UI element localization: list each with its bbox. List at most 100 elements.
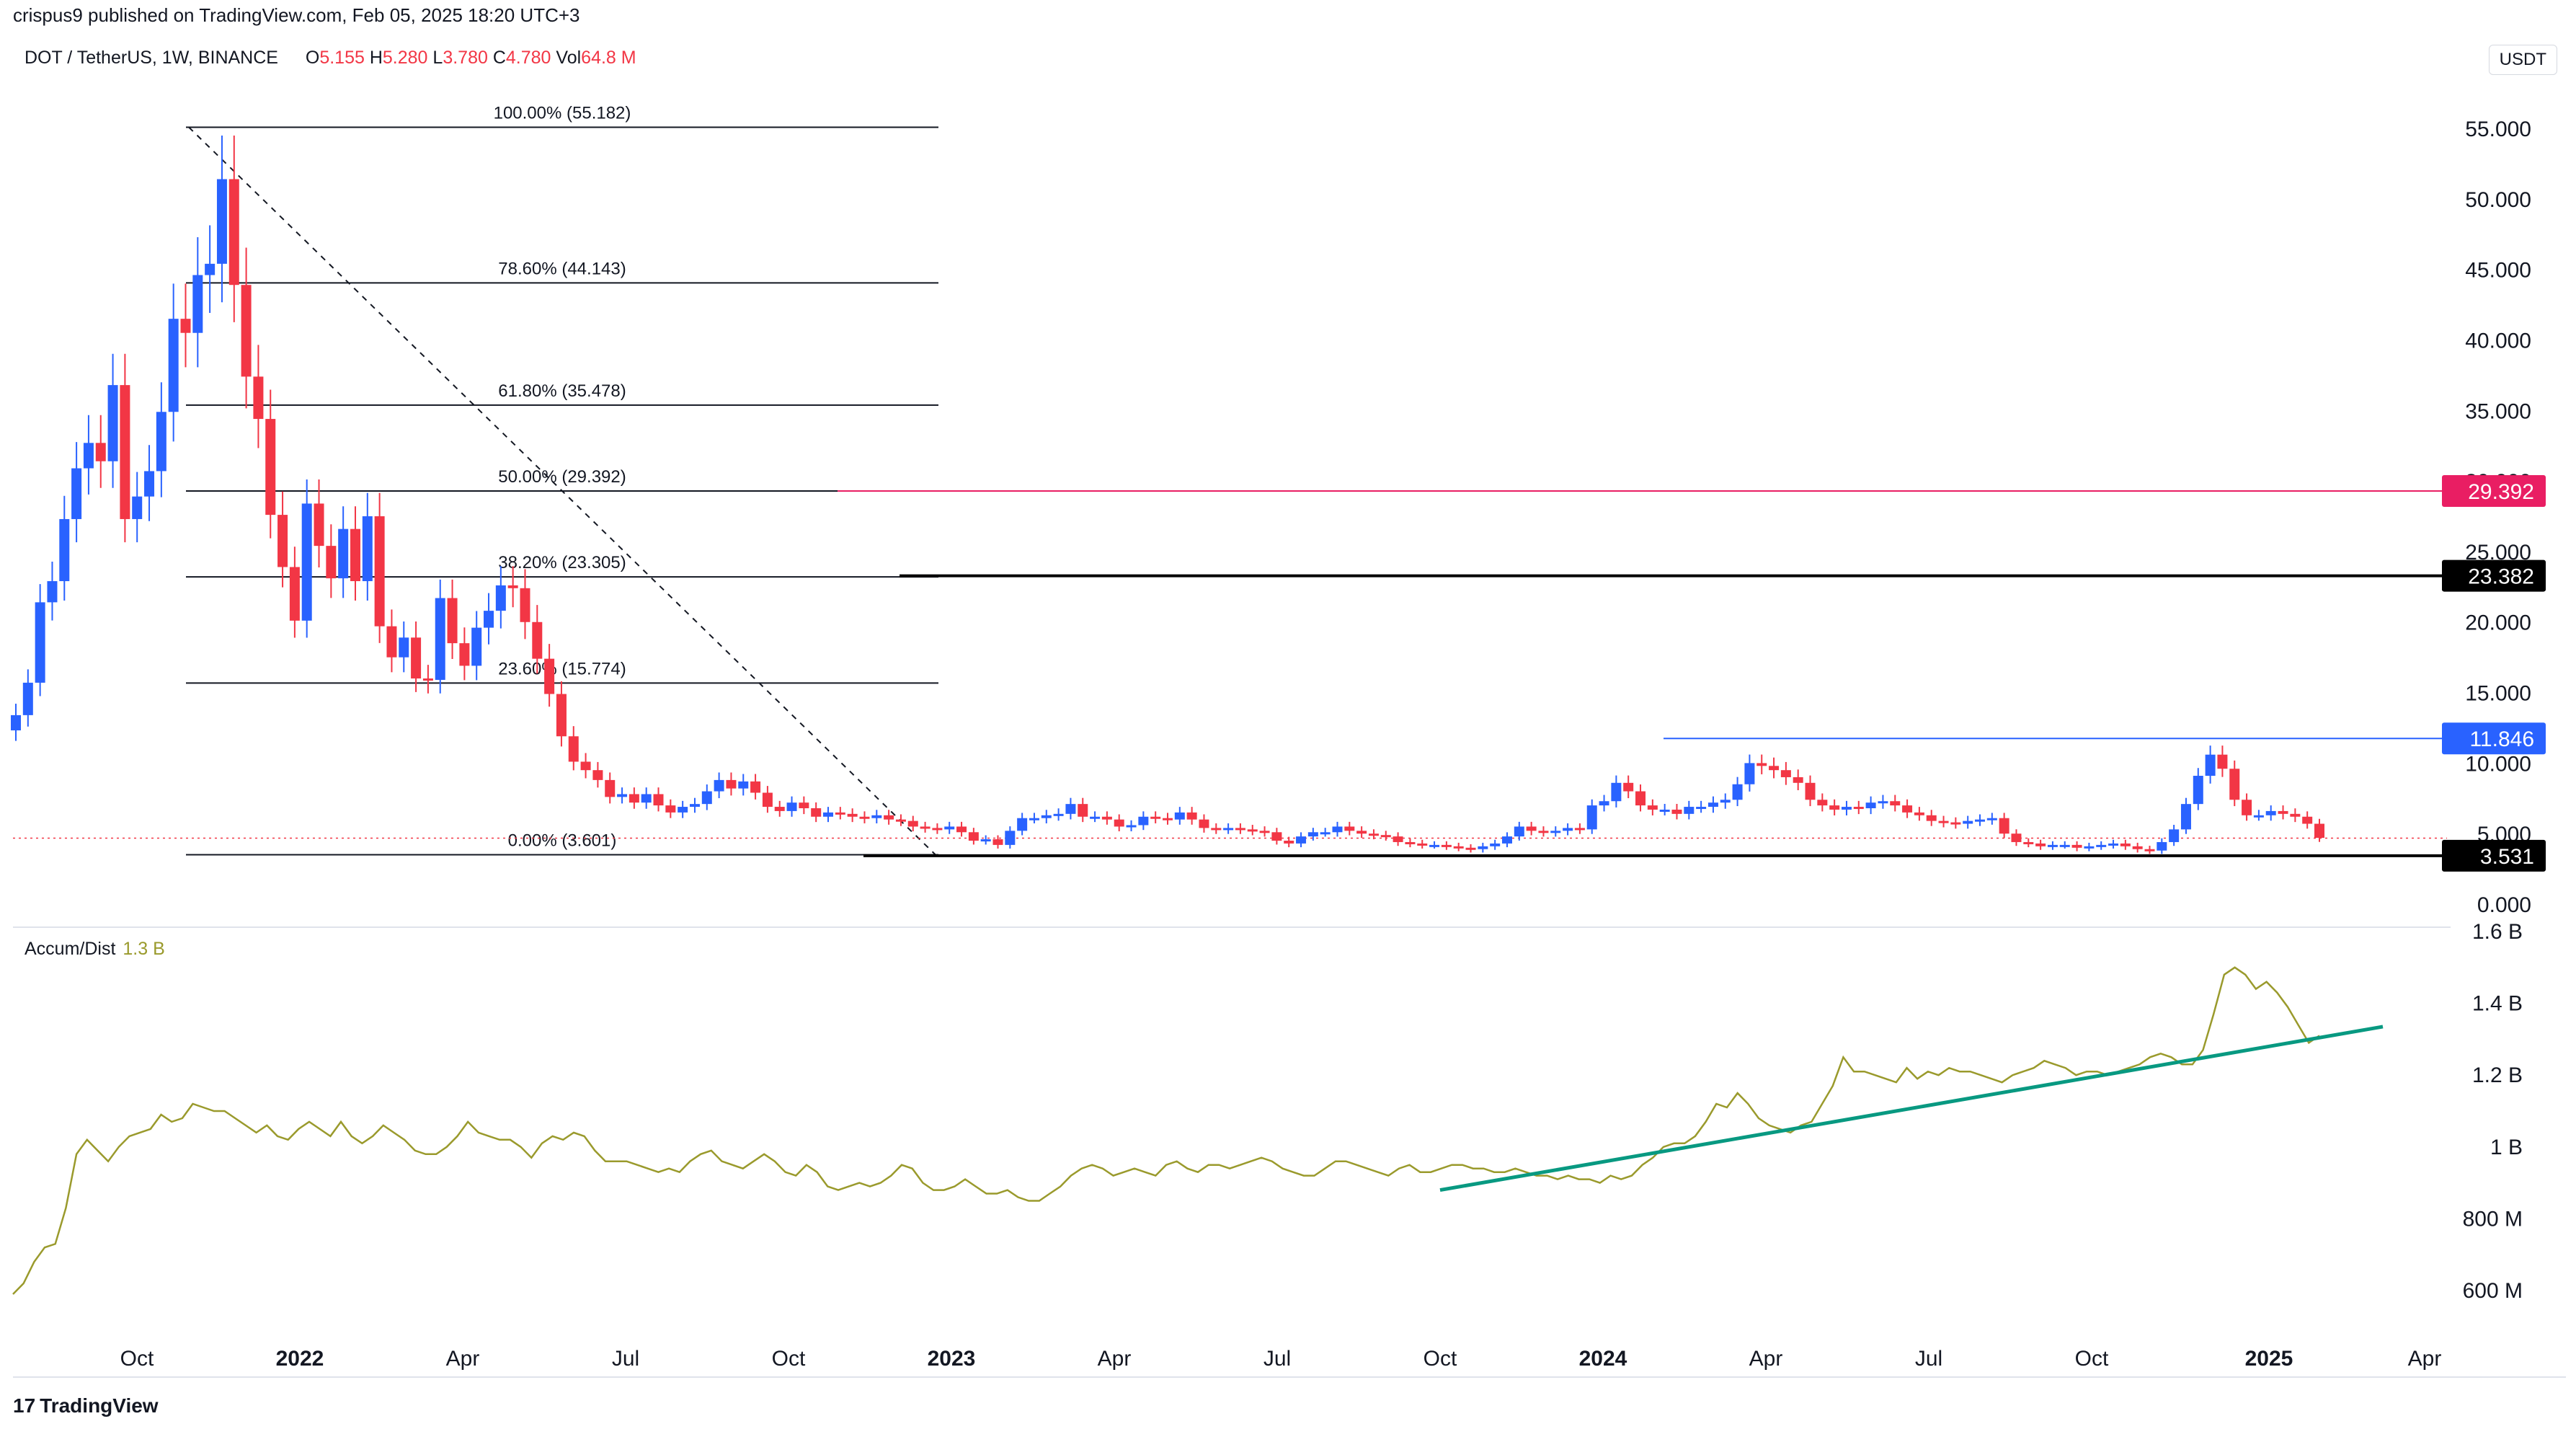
tradingview-brand[interactable]: 17 TradingView (13, 1394, 159, 1417)
candle-body (374, 516, 385, 627)
fibonacci-retracement[interactable]: 100.00% (55.182) 78.60% (44.143) 61.80% (3… (186, 103, 938, 856)
candle-body (2242, 800, 2252, 815)
candle-body (1090, 816, 1101, 819)
candle-body (1720, 800, 1731, 803)
candle-body (338, 528, 349, 579)
price-tag-box (2442, 559, 2546, 592)
candle-body (1138, 816, 1149, 826)
candle-body (920, 826, 931, 829)
candle-body (1780, 770, 1791, 777)
candle-body (1950, 822, 1961, 825)
price-tick-label: 15.000 (2465, 682, 2531, 706)
candle-body (568, 736, 579, 762)
candle-body (689, 804, 700, 808)
horizontal-lines[interactable] (13, 490, 2447, 857)
candle-body (1829, 805, 1840, 810)
candle-body (968, 832, 979, 841)
candle-body (1744, 763, 1755, 784)
candle-body (2071, 844, 2082, 848)
candle-body (520, 588, 530, 622)
price-tick-label: 40.000 (2465, 329, 2531, 353)
open-value: 5.155 (319, 48, 365, 68)
candle-body (1101, 816, 1112, 820)
candle-body (1041, 815, 1052, 818)
candle-body (1356, 831, 1367, 834)
candle-body (471, 627, 482, 666)
price-axis[interactable]: 55.00050.00045.00040.00035.00030.00025.0… (2465, 118, 2531, 917)
candle-body (1696, 807, 1707, 810)
candle-body (1211, 828, 1222, 831)
price-tick-label: 50.000 (2465, 188, 2531, 212)
candle-body (1538, 831, 1549, 833)
indicator-value: 1.3 B (123, 939, 165, 959)
candle-body (1986, 818, 1997, 820)
indicator-tick-label: 1.6 B (2472, 920, 2523, 944)
candle-body (47, 581, 58, 603)
price-tag-label: 11.846 (2469, 727, 2534, 751)
symbol-name[interactable]: DOT / TetherUS, 1W, BINANCE (25, 48, 278, 68)
candle-body (1635, 791, 1646, 806)
candles (11, 136, 2324, 854)
candle-body (399, 637, 409, 658)
indicator-name[interactable]: Accum/Dist (25, 939, 116, 959)
candle-body (326, 546, 337, 579)
fib-level-label: 61.80% (35.478) (498, 381, 626, 401)
symbol-legend[interactable]: DOT / TetherUS, 1W, BINANCE O5.155 H5.28… (25, 48, 636, 68)
candle-body (1150, 816, 1161, 819)
candle-body (932, 828, 943, 831)
candle-body (180, 319, 191, 333)
price-tag-box (2442, 474, 2546, 507)
candle-body (1841, 807, 1852, 810)
candle-body (1526, 826, 1537, 831)
candle-body (1501, 836, 1512, 844)
candle-body (2302, 816, 2313, 824)
candle-body (1393, 836, 1403, 842)
candle-body (1890, 801, 1901, 806)
price-tick-label: 35.000 (2465, 399, 2531, 423)
candle-body (859, 816, 870, 819)
time-tick-label: 2025 (2245, 1347, 2293, 1371)
fib-level-label: 38.20% (23.305) (498, 553, 626, 572)
candle-body (289, 567, 300, 621)
candle-body (2278, 810, 2288, 814)
candle-body (2084, 846, 2095, 849)
indicator-legend[interactable]: Accum/Dist 1.3 B (25, 939, 165, 960)
close-value: 4.780 (505, 48, 551, 68)
candle-body (1332, 826, 1343, 833)
candle-body (2023, 841, 2034, 844)
indicator-tick-label: 1 B (2490, 1136, 2523, 1159)
fib-level-label: 100.00% (55.182) (494, 103, 631, 123)
candle-body (484, 611, 494, 628)
candle-body (1029, 818, 1039, 820)
time-axis[interactable]: Oct 2022 Apr Jul Oct 2023 Apr Jul Oct 2024 Apr Jul O… (120, 1347, 2442, 1371)
candle-body (2180, 804, 2191, 830)
candle-body (714, 779, 724, 792)
volume-value: 64.8 M (581, 48, 636, 68)
candle-body (1707, 802, 1718, 808)
candle-body (495, 585, 506, 611)
candle-body (738, 781, 749, 789)
candle-body (2144, 849, 2155, 851)
currency-selector[interactable]: USDT (2488, 45, 2557, 75)
candle-body (2011, 833, 2022, 842)
candle-body (2205, 754, 2216, 777)
accum-dist-series (12, 966, 2320, 1295)
price-tag-label: 3.531 (2480, 845, 2534, 869)
candle-body (1647, 805, 1658, 810)
candle-body (1307, 832, 1318, 837)
candle-body (556, 694, 567, 737)
candle-body (1611, 782, 1622, 802)
candle-body (1271, 832, 1282, 841)
candle-body (107, 385, 118, 461)
candle-body (507, 585, 518, 588)
time-tick-label: Jul (1263, 1347, 1291, 1371)
indicator-axis[interactable]: 1.6 B 1.4 B 1.2 B 1 B 800 M 600 M (2463, 920, 2523, 1303)
time-tick-label: 2022 (276, 1347, 324, 1371)
candle-body (168, 319, 179, 412)
candle-body (1259, 831, 1270, 833)
price-tick-label: 0.000 (2477, 893, 2531, 917)
time-tick-label: Jul (612, 1347, 639, 1371)
fib-level-label: 0.00% (3.601) (508, 831, 617, 851)
high-value: 5.280 (382, 48, 428, 68)
